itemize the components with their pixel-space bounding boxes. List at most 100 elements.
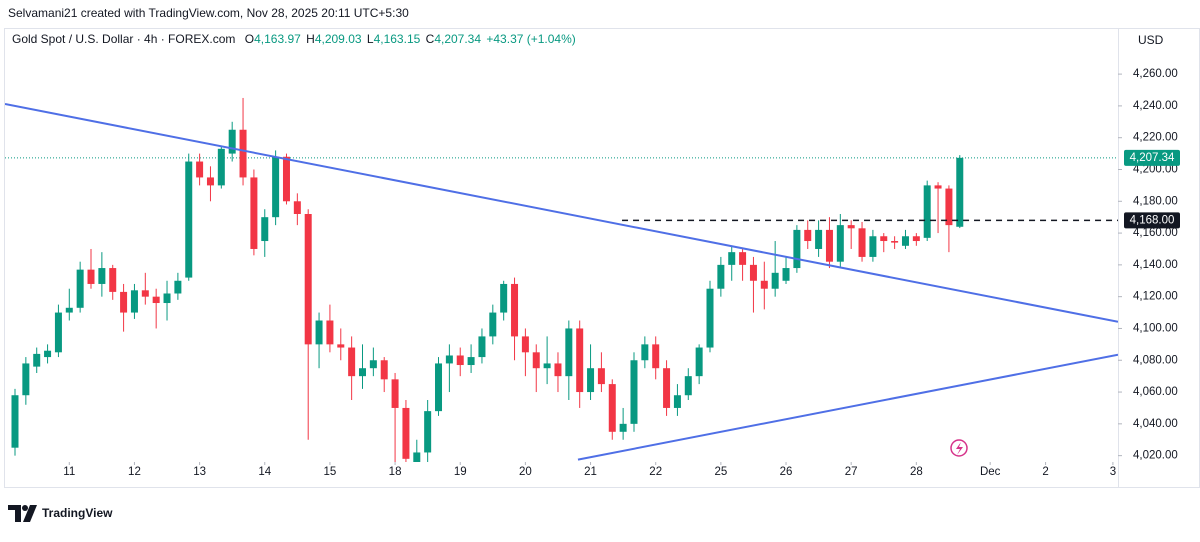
candle-body: [54, 312, 62, 353]
candle-body: [521, 336, 529, 353]
header-title: Selvamani21 created with TradingView.com…: [8, 6, 409, 20]
candle-body: [728, 252, 736, 265]
candle-body: [565, 328, 573, 377]
candle-body: [695, 347, 703, 377]
symbol: Gold Spot / U.S. Dollar · 4h · FOREX.com: [12, 32, 235, 46]
y-tick-label: 4,220.00: [1133, 132, 1178, 144]
candle-body: [239, 129, 247, 178]
candle-body: [348, 347, 356, 377]
candle-body: [858, 228, 866, 257]
candle-body: [663, 368, 671, 408]
ohlc-value: 4,163.97: [254, 32, 301, 46]
candle-body: [130, 290, 138, 313]
candle-body: [576, 328, 584, 393]
candle-body: [945, 188, 953, 226]
alert-icon: [950, 439, 968, 457]
x-tick-label: 15: [324, 466, 337, 478]
candle-body: [22, 363, 30, 396]
x-tick-label: 2: [1042, 466, 1048, 478]
x-tick-label: 19: [454, 466, 467, 478]
candle-body: [196, 161, 204, 178]
candle-body: [326, 320, 334, 345]
currency[interactable]: USD: [1138, 33, 1164, 47]
candle-body: [304, 214, 312, 345]
candle-body: [793, 229, 801, 269]
x-tick-label: 14: [258, 466, 271, 478]
candle-body: [445, 355, 453, 364]
candle-body: [424, 411, 432, 453]
candle-body: [934, 185, 942, 189]
price-label: 4,207.34: [1130, 152, 1175, 164]
candle-body: [87, 269, 95, 284]
price-label-box: [1124, 212, 1180, 229]
candle-body: [152, 296, 160, 304]
candle-body: [825, 229, 833, 262]
candle-body: [413, 452, 421, 462]
candle-body: [901, 236, 909, 246]
candle-body: [847, 225, 855, 229]
candle-body: [250, 177, 258, 249]
candle-body: [141, 290, 149, 297]
candle-body: [76, 269, 84, 308]
candle-body: [836, 225, 844, 262]
candle-body: [923, 185, 931, 238]
y-tick-label: 4,040.00: [1133, 418, 1178, 430]
candle-body: [815, 229, 823, 249]
candle-body: [44, 350, 52, 358]
candle-body: [684, 376, 692, 396]
plot: [5, 97, 1118, 462]
candle-body: [597, 368, 605, 385]
x-tick-label: 12: [128, 466, 141, 478]
y-tick-label: 4,200.00: [1133, 164, 1178, 176]
ohlc-value: 4,207.34: [434, 32, 481, 46]
candle-body: [673, 395, 681, 408]
price-label: 4,168.00: [1130, 214, 1175, 226]
candle-body: [456, 355, 464, 366]
candle-body: [120, 291, 128, 313]
candle-body: [554, 363, 562, 377]
candle-body: [717, 264, 725, 289]
y-tick-label: 4,060.00: [1133, 386, 1178, 398]
change: +43.37 (+1.04%): [486, 32, 575, 46]
candle-body: [511, 283, 519, 337]
candle-body: [652, 344, 660, 369]
candle-body: [739, 252, 747, 265]
x-tick-label: Dec: [980, 466, 1001, 478]
candle-body: [608, 384, 616, 432]
candle-body: [587, 368, 595, 393]
candle-body: [228, 129, 236, 154]
candle-body: [956, 157, 964, 227]
ohlc-value: 4,209.03: [315, 32, 362, 46]
candle-body: [337, 344, 345, 348]
candle-body: [619, 423, 627, 432]
candle-body: [206, 177, 214, 186]
candle-body: [282, 156, 290, 202]
ohlc-label: L: [367, 32, 374, 46]
candle-body: [98, 268, 106, 284]
currency-button[interactable]: [1127, 29, 1167, 51]
y-tick-label: 4,100.00: [1133, 322, 1178, 334]
y-tick-label: 4,160.00: [1133, 227, 1178, 239]
candle-body: [749, 264, 757, 281]
candle-body: [532, 352, 540, 369]
candle-body: [391, 379, 399, 408]
y-tick-label: 4,080.00: [1133, 354, 1178, 366]
trendline: [577, 353, 1118, 461]
candle-body: [706, 288, 714, 348]
y-tick-label: 4,120.00: [1133, 291, 1178, 303]
x-tick-label: 21: [584, 466, 597, 478]
x-tick-label: 22: [649, 466, 662, 478]
x-tick-label: 20: [519, 466, 532, 478]
brand-logo: [8, 505, 37, 522]
candle-body: [543, 363, 551, 369]
candle-body: [261, 217, 269, 242]
candle-body: [315, 320, 323, 345]
candle-body: [272, 156, 280, 218]
candle-body: [869, 236, 877, 257]
ohlc-label: C: [426, 32, 435, 46]
x-tick-label: 3: [1110, 466, 1116, 478]
candle-body: [109, 268, 117, 292]
candle-body: [891, 241, 899, 243]
